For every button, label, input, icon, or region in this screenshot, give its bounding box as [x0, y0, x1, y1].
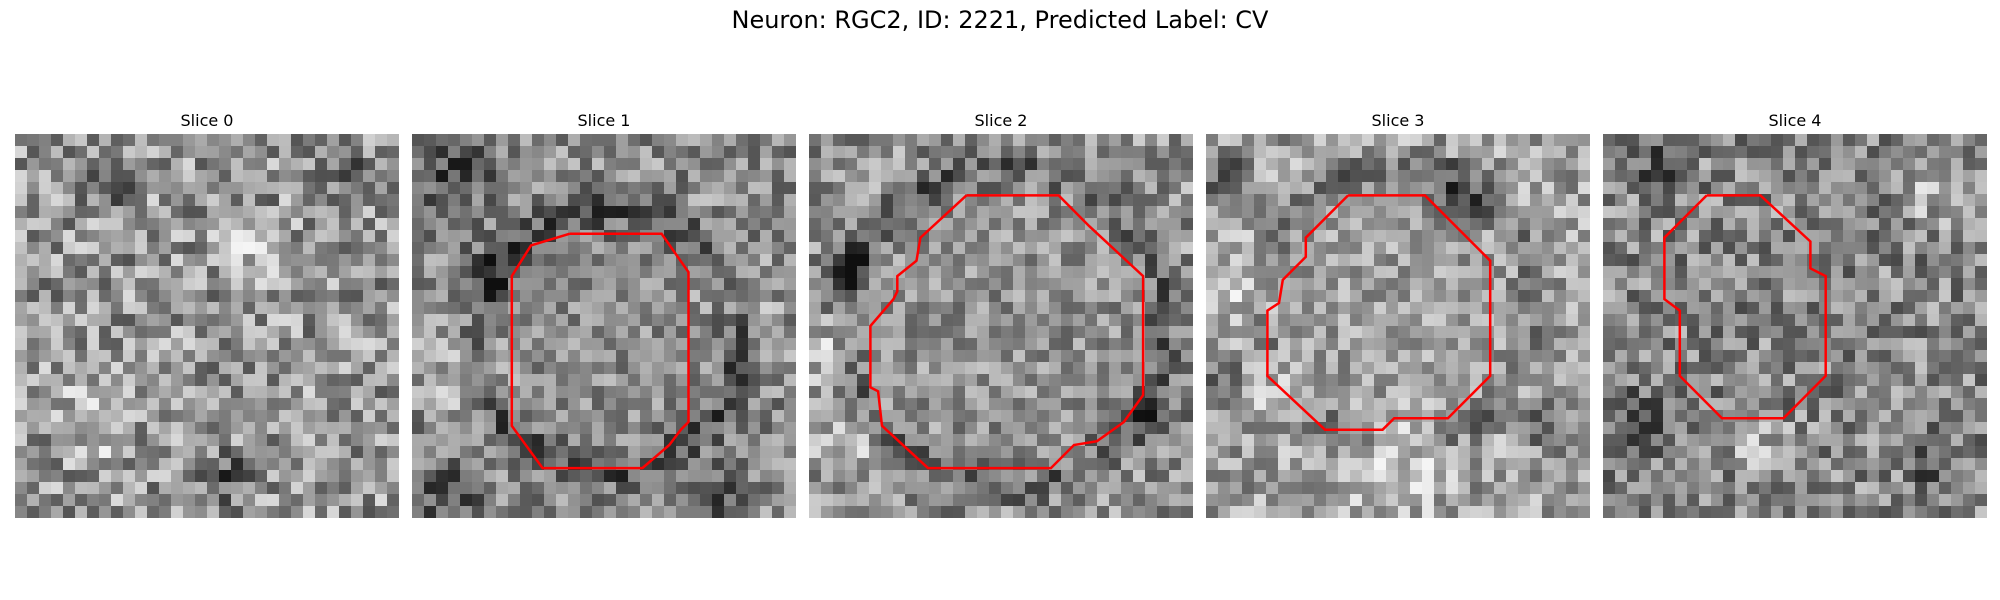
slice-image-3: [1206, 134, 1590, 518]
slice-texture: [1603, 134, 1987, 518]
slice-image-0: [15, 134, 399, 518]
slice-texture: [1206, 134, 1590, 518]
slice-panel-2: Slice 2: [809, 108, 1193, 518]
slice-texture: [412, 134, 796, 518]
slice-image-2: [809, 134, 1193, 518]
slice-image-4: [1603, 134, 1987, 518]
slice-texture: [15, 134, 399, 518]
slice-panel-0: Slice 0: [15, 108, 399, 518]
slice-title-3: Slice 3: [1371, 111, 1425, 130]
slice-image-1: [412, 134, 796, 518]
segmentation-outline: [1663, 194, 1827, 420]
slice-title-2: Slice 2: [974, 111, 1028, 130]
slice-panel-4: Slice 4: [1603, 108, 1987, 518]
slice-panel-3: Slice 3: [1206, 108, 1590, 518]
segmentation-outline: [1266, 194, 1492, 431]
slice-title-4: Slice 4: [1768, 111, 1822, 130]
slice-texture: [809, 134, 1193, 518]
segmentation-outline: [510, 232, 690, 470]
slice-title-1: Slice 1: [577, 111, 631, 130]
slice-panel-1: Slice 1: [412, 108, 796, 518]
slice-title-0: Slice 0: [180, 111, 234, 130]
segmentation-outline: [869, 194, 1145, 470]
figure-title: Neuron: RGC2, ID: 2221, Predicted Label:…: [731, 6, 1269, 34]
